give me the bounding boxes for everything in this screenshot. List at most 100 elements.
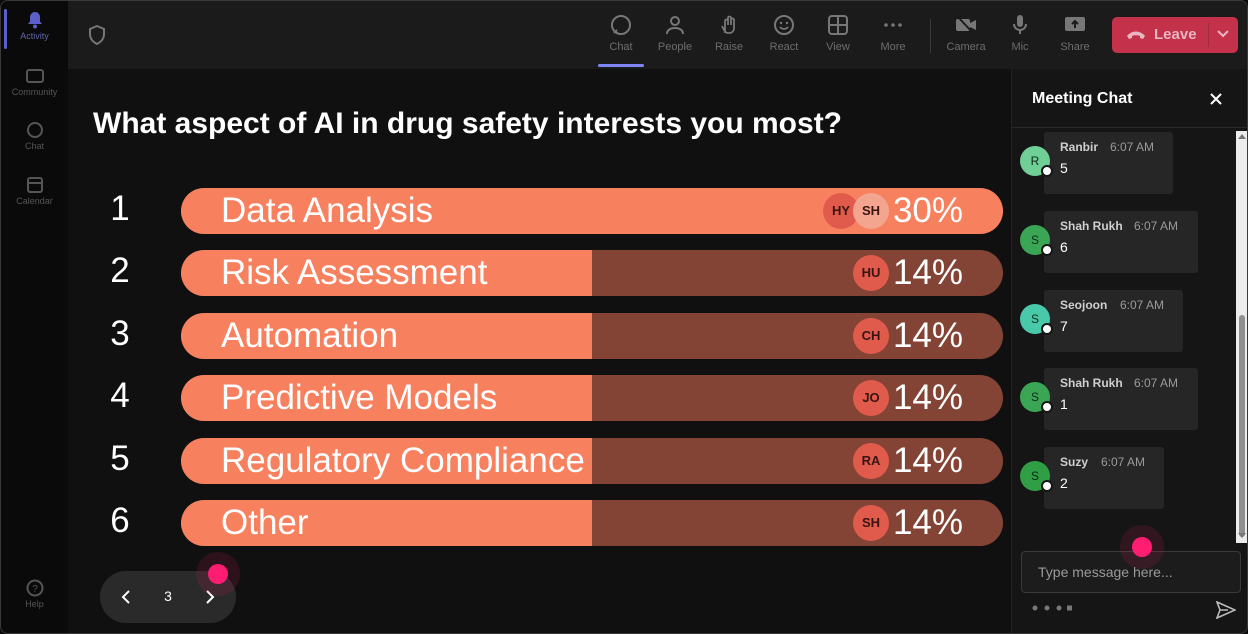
poll-option-fill <box>181 437 592 484</box>
poll-option-number: 3 <box>110 313 130 353</box>
chat-title: Meeting Chat <box>1032 90 1133 107</box>
poll-option-bar[interactable]: Regulatory Compliance RA 14% <box>181 437 1003 484</box>
rail-item-community[interactable]: Community <box>1 67 68 97</box>
voter-avatar: RA <box>853 442 889 479</box>
mic-icon <box>1013 15 1027 34</box>
poll-option-number: 2 <box>110 251 130 291</box>
meeting-toolbar: Chat People Raise React View More Camera <box>68 1 1247 69</box>
message-avatar: R <box>1020 146 1053 177</box>
poll-option-bar[interactable]: Data Analysis HY SH 30% <box>181 188 1003 234</box>
poll-option-bar[interactable]: Predictive Models JO 14% <box>181 375 1003 422</box>
poll-option-number: 5 <box>110 438 130 478</box>
toolbar-button-label: Raise <box>714 41 744 53</box>
voter-avatar: SH <box>853 193 889 229</box>
toolbar-react-button[interactable]: React <box>757 11 811 61</box>
chat-icon <box>611 15 631 35</box>
toolbar-divider <box>930 19 931 53</box>
poll-option-number: 6 <box>110 501 130 540</box>
message-avatar: S <box>1020 461 1053 493</box>
chat-message-input[interactable] <box>1021 551 1241 593</box>
app-rail: Activity Community Chat Calendar ? Help <box>1 1 68 633</box>
share-icon <box>1065 17 1085 31</box>
toolbar-button-label: React <box>769 41 799 53</box>
poll-option-percent: 14% <box>892 503 963 542</box>
message-avatar: S <box>1020 382 1053 414</box>
rail-item-calendar[interactable]: Calendar <box>1 176 68 206</box>
toolbar-button-label: People <box>657 41 693 53</box>
rail-item-label: Calendar <box>16 196 53 206</box>
leave-label: Leave <box>1154 26 1197 43</box>
chat-scrollbar[interactable] <box>1236 131 1247 543</box>
toolbar-people-button[interactable]: People <box>648 11 702 61</box>
rail-item-help[interactable]: ? Help <box>1 579 68 609</box>
pointer-highlight <box>208 564 228 584</box>
toolbar-button-label: Share <box>1060 41 1090 53</box>
more-icon <box>884 23 902 27</box>
rail-item-chat[interactable]: Chat <box>1 121 68 151</box>
toolbar-view-button[interactable]: View <box>811 11 865 61</box>
poll-option-bar[interactable]: Other SH 14% <box>181 500 1003 546</box>
voter-avatar: CH <box>853 317 889 354</box>
poll-option-fill <box>181 250 592 297</box>
leave-divider <box>1208 23 1209 47</box>
chevron-left-icon[interactable] <box>118 589 134 605</box>
message-text: 6 <box>1060 238 1068 255</box>
message-time: 6:07 AM <box>1101 455 1146 470</box>
toolbar-raise-button[interactable]: Raise <box>702 11 756 61</box>
toolbar-button-label: Chat <box>609 41 633 53</box>
shield-icon[interactable] <box>88 25 106 45</box>
rail-item-activity[interactable]: Activity <box>1 11 68 41</box>
format-toolbar-icons[interactable] <box>1032 604 1072 612</box>
message-avatar: S <box>1020 224 1053 256</box>
toolbar-chat-button[interactable]: Chat <box>594 11 648 61</box>
rail-item-label: Chat <box>24 141 44 151</box>
chevron-right-icon[interactable] <box>202 589 218 605</box>
chat-message[interactable]: Suzy 6:07 AM 2 <box>1044 447 1164 510</box>
poll-option-fill <box>181 312 592 359</box>
poll-option-label: Other <box>221 503 309 542</box>
toolbar-camera-button[interactable]: Camera <box>939 11 993 61</box>
toolbar-button-label: Camera <box>946 41 986 53</box>
toolbar-share-button[interactable]: Share <box>1048 11 1102 61</box>
poll-option-number: 1 <box>110 189 130 228</box>
message-author: Seojoon <box>1060 297 1108 312</box>
leave-button[interactable]: Leave <box>1112 17 1238 53</box>
rail-active-indicator <box>4 9 7 49</box>
poll-option-fill <box>181 500 592 546</box>
send-icon[interactable] <box>1216 601 1236 619</box>
scrollbar-thumb[interactable] <box>1239 315 1245 537</box>
rail-item-label: Activity <box>20 31 49 41</box>
bell-icon <box>27 12 42 29</box>
close-icon[interactable] <box>1208 91 1224 107</box>
poll-option-percent: 14% <box>892 440 963 480</box>
message-text: 1 <box>1060 396 1068 413</box>
avatar-initial: S <box>1030 232 1039 247</box>
avatar-initial: S <box>1030 469 1039 484</box>
message-time: 6:07 AM <box>1134 218 1179 233</box>
chevron-down-icon[interactable] <box>1216 29 1230 39</box>
poll-option-bar[interactable]: Automation CH 14% <box>181 312 1003 359</box>
poll-option-label: Data Analysis <box>221 191 434 230</box>
scroll-up-icon[interactable] <box>1238 133 1246 139</box>
message-author: Suzy <box>1060 455 1089 470</box>
presence-status-icon <box>1041 243 1053 256</box>
presence-status-icon <box>1041 322 1053 335</box>
page-number: 3 <box>164 588 172 604</box>
scroll-down-icon[interactable] <box>1238 533 1246 539</box>
chat-message[interactable]: Shah Rukh 6:07 AM 6 <box>1044 210 1198 273</box>
message-author: Ranbir <box>1060 140 1099 154</box>
presence-status-icon <box>1041 401 1053 414</box>
rail-item-label: Community <box>11 87 58 97</box>
toolbar-more-button[interactable]: More <box>866 11 920 61</box>
smile-icon <box>774 15 794 35</box>
active-tab-indicator <box>598 64 644 67</box>
chat-message[interactable]: Shah Rukh 6:07 AM 1 <box>1044 368 1198 431</box>
message-time: 6:07 AM <box>1110 140 1155 154</box>
chat-message[interactable]: Seojoon 6:07 AM 7 <box>1044 289 1183 352</box>
poll-option-bar[interactable]: Risk Assessment HU 14% <box>181 250 1003 297</box>
toolbar-mic-button[interactable]: Mic <box>993 11 1047 61</box>
poll-stage: What aspect of AI in drug safety interes… <box>68 69 1011 633</box>
chat-message[interactable]: Ranbir 6:07 AM 5 <box>1044 132 1173 194</box>
poll-question: What aspect of AI in drug safety interes… <box>93 107 843 140</box>
